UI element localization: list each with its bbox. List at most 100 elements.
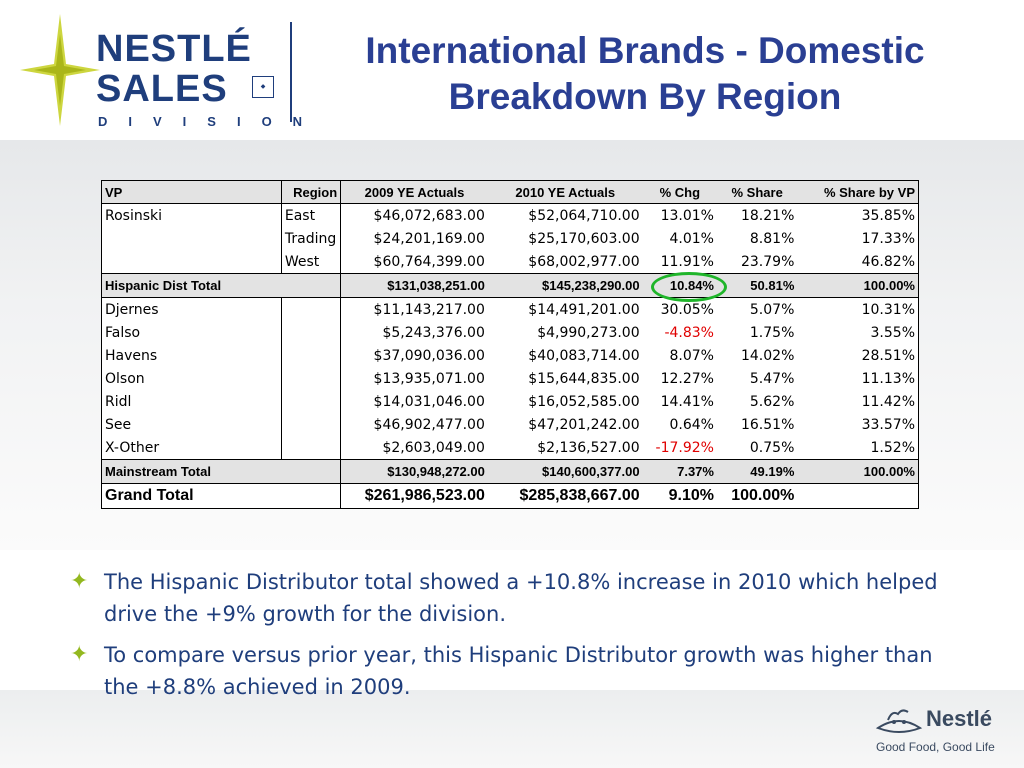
cell-2010: $47,201,242.00 bbox=[528, 416, 640, 433]
cell-2010: $145,238,290.00 bbox=[487, 273, 643, 298]
cell-share: 8.81% bbox=[749, 230, 795, 247]
cell-vp: Rosinski bbox=[101, 203, 282, 227]
logo-text-line2: SALES bbox=[96, 68, 228, 110]
cell-2010: $4,990,273.00 bbox=[537, 324, 640, 341]
cell-region bbox=[281, 297, 342, 321]
cell-2009: $60,764,399.00 bbox=[373, 253, 485, 270]
cell-vp bbox=[101, 227, 282, 250]
cell-region bbox=[281, 321, 342, 344]
cell-2009: $13,935,071.00 bbox=[373, 370, 485, 387]
four-point-star-icon: ✦ bbox=[70, 642, 89, 667]
cell-2009: $46,072,683.00 bbox=[373, 207, 485, 224]
cell-share: 100.00% bbox=[716, 483, 798, 509]
cell-share: 49.19% bbox=[716, 459, 798, 484]
cell-region bbox=[281, 483, 342, 509]
logo-text-line3: DIVISION bbox=[98, 114, 324, 129]
cell-2009: $14,031,046.00 bbox=[373, 393, 485, 410]
cell-region: Trading bbox=[281, 227, 342, 250]
cell-vp: X-Other bbox=[101, 436, 282, 460]
cell-share: 16.51% bbox=[740, 416, 795, 433]
cell-share-vp: 33.57% bbox=[861, 416, 915, 433]
table-row: See $46,902,477.00 $47,201,242.00 0.64% … bbox=[101, 413, 919, 436]
table-row: Ridl $14,031,046.00 $16,052,585.00 14.41… bbox=[101, 390, 919, 413]
slide-title-line1: International Brands - Domestic bbox=[365, 30, 925, 71]
cell-2010: $140,600,377.00 bbox=[487, 459, 643, 484]
cell-region bbox=[281, 390, 342, 413]
cell-2009: $46,902,477.00 bbox=[373, 416, 485, 433]
four-point-star-icon: ✦ bbox=[70, 569, 89, 594]
cell-2010: $16,052,585.00 bbox=[528, 393, 640, 410]
table-row: Trading $24,201,169.00 $25,170,603.00 4.… bbox=[101, 227, 919, 250]
cell-region: West bbox=[281, 250, 342, 274]
cell-vp: Ridl bbox=[101, 390, 282, 413]
background-band-bottom bbox=[0, 690, 1024, 768]
cell-2009: $2,603,049.00 bbox=[382, 439, 485, 456]
cell-2010: $52,064,710.00 bbox=[528, 207, 640, 224]
bullet-list: ✦ The Hispanic Distributor total showed … bbox=[68, 566, 968, 712]
cell-region bbox=[281, 273, 342, 298]
header-pct-chg: % Chg bbox=[642, 180, 717, 204]
cell-share-vp: 10.31% bbox=[861, 301, 915, 318]
cell-vp: Djernes bbox=[101, 297, 282, 321]
bullet-text: To compare versus prior year, this Hispa… bbox=[104, 643, 933, 699]
cell-region bbox=[281, 367, 342, 390]
cell-vp: Falso bbox=[101, 321, 282, 344]
table-row-mainstream-total: Mainstream Total $130,948,272.00 $140,60… bbox=[101, 459, 919, 484]
cell-2010: $14,491,201.00 bbox=[528, 301, 640, 318]
brand-tagline: Good Food, Good Life bbox=[876, 740, 995, 754]
header-pct-share-by-vp: % Share by VP bbox=[797, 180, 919, 204]
cell-chg: 9.10% bbox=[642, 483, 717, 509]
header-2009-actuals: 2009 YE Actuals bbox=[340, 180, 488, 204]
cell-2009: $5,243,376.00 bbox=[382, 324, 485, 341]
cell-share: 0.75% bbox=[749, 439, 795, 456]
nest-emblem-icon: ◆ bbox=[252, 76, 274, 98]
table-row-grand-total: Grand Total $261,986,523.00 $285,838,667… bbox=[101, 483, 919, 509]
cell-chg: 11.91% bbox=[660, 253, 714, 270]
region-breakdown-table: VP Region 2009 YE Actuals 2010 YE Actual… bbox=[101, 180, 919, 509]
cell-share-vp: 100.00% bbox=[797, 273, 919, 298]
bird-nest-icon bbox=[875, 709, 923, 733]
cell-2009: $24,201,169.00 bbox=[373, 230, 485, 247]
cell-2010: $68,002,977.00 bbox=[528, 253, 640, 270]
nestle-sales-division-logo: NESTLÉ SALES ◆ DIVISION bbox=[20, 14, 302, 129]
header-divider bbox=[290, 22, 292, 122]
cell-share-vp: 28.51% bbox=[861, 347, 915, 364]
slide-title-line2: Breakdown By Region bbox=[448, 76, 842, 117]
cell-chg: 12.27% bbox=[660, 370, 714, 387]
cell-vp: Mainstream Total bbox=[101, 459, 282, 484]
table-row: X-Other $2,603,049.00 $2,136,527.00 -17.… bbox=[101, 436, 919, 460]
header-2010-actuals: 2010 YE Actuals bbox=[487, 180, 643, 204]
cell-2009: $11,143,217.00 bbox=[373, 301, 485, 318]
cell-chg: 30.05% bbox=[660, 301, 714, 318]
cell-share-vp: 11.13% bbox=[861, 370, 915, 387]
cell-share: 23.79% bbox=[740, 253, 795, 270]
cell-region bbox=[281, 459, 342, 484]
cell-chg: 7.37% bbox=[642, 459, 717, 484]
table-header-row: VP Region 2009 YE Actuals 2010 YE Actual… bbox=[101, 180, 919, 204]
cell-chg: 4.01% bbox=[669, 230, 714, 247]
table-row: Rosinski East $46,072,683.00 $52,064,710… bbox=[101, 203, 919, 227]
cell-chg: 14.41% bbox=[660, 393, 714, 410]
table-row-hispanic-total: Hispanic Dist Total $131,038,251.00 $145… bbox=[101, 273, 919, 298]
cell-2010: $15,644,835.00 bbox=[528, 370, 640, 387]
star-icon bbox=[20, 14, 100, 126]
cell-share: 18.21% bbox=[740, 207, 795, 224]
region-breakdown-table-wrapper: VP Region 2009 YE Actuals 2010 YE Actual… bbox=[101, 180, 919, 509]
cell-vp: Olson bbox=[101, 367, 282, 390]
cell-chg: 0.64% bbox=[669, 416, 714, 433]
cell-vp: Hispanic Dist Total bbox=[101, 273, 282, 298]
cell-chg-negative: -4.83% bbox=[664, 324, 714, 341]
logo-text-line1: NESTLÉ bbox=[96, 28, 252, 70]
header-pct-share: % Share bbox=[716, 180, 798, 204]
bullet-item: ✦ The Hispanic Distributor total showed … bbox=[68, 566, 968, 630]
cell-share: 1.75% bbox=[749, 324, 795, 341]
cell-vp bbox=[101, 250, 282, 274]
cell-2009: $130,948,272.00 bbox=[340, 459, 488, 484]
cell-region bbox=[281, 413, 342, 436]
cell-share: 14.02% bbox=[740, 347, 795, 364]
bullet-item: ✦ To compare versus prior year, this His… bbox=[68, 639, 968, 703]
cell-chg-negative: -17.92% bbox=[655, 439, 714, 456]
table-row: Falso $5,243,376.00 $4,990,273.00 -4.83%… bbox=[101, 321, 919, 344]
cell-share-vp: 46.82% bbox=[861, 253, 915, 270]
table-row: Olson $13,935,071.00 $15,644,835.00 12.2… bbox=[101, 367, 919, 390]
